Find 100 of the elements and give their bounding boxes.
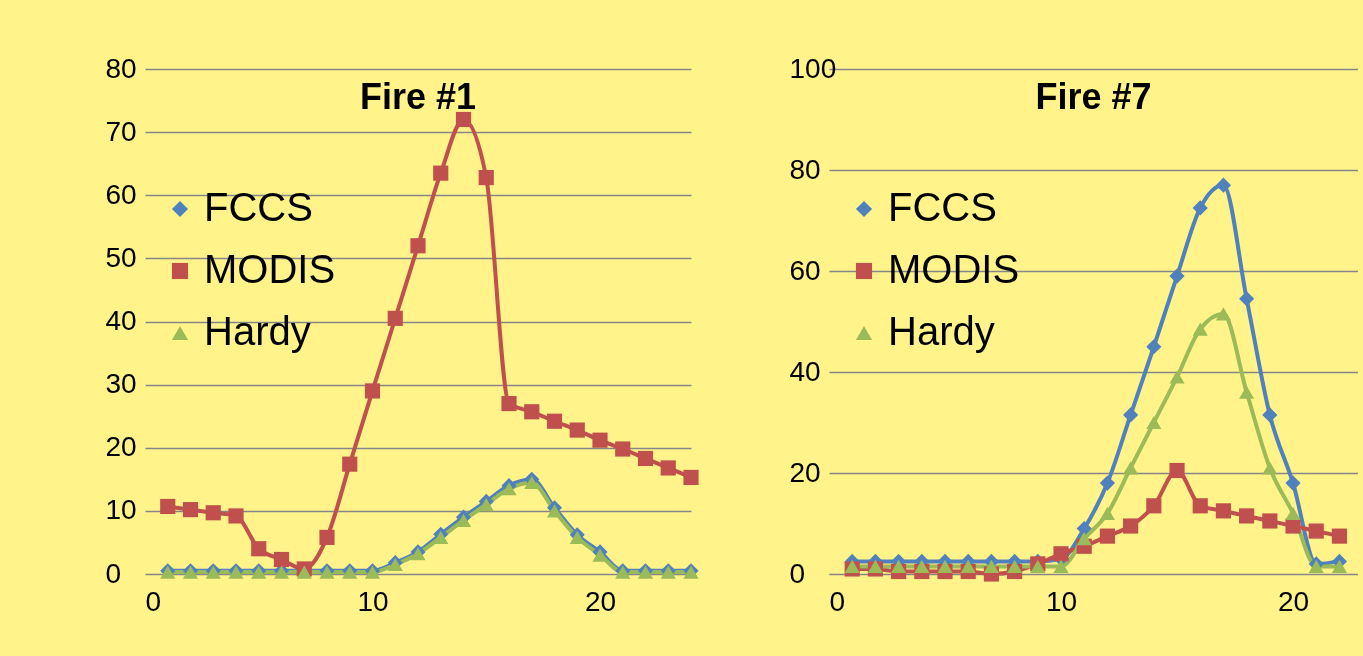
point [1285,506,1301,520]
point [1123,407,1139,423]
point [844,559,860,573]
y-tick-label: 40 [105,305,137,336]
point [524,404,540,420]
point [1331,528,1348,544]
point [319,529,335,545]
x-tick-label: 10 [1045,585,1078,617]
x-tick-label: 20 [1277,585,1310,617]
x-tick-label: 10 [357,585,389,617]
y-tick-label: 80 [789,153,821,185]
point [205,505,221,521]
legend-label: MODIS [204,247,336,291]
y-tick-label: 60 [105,178,137,210]
legend-label: Hardy [204,309,311,353]
point [478,498,494,512]
x-tick-label: 20 [584,585,617,617]
point [937,559,953,573]
point [1146,498,1162,514]
y-tick-label: 0 [105,557,122,589]
point [501,482,517,496]
point [867,559,883,573]
point [1285,518,1301,534]
x-tick-label: 0 [829,585,846,617]
point [433,530,449,544]
point [478,169,494,186]
point [1262,461,1278,475]
point [501,395,517,412]
point [1239,508,1255,524]
point [1215,307,1232,321]
point [1192,322,1208,336]
y-tick-label: 50 [105,241,137,273]
chart-title: Fire #7 [1035,76,1152,117]
point [1215,503,1232,519]
y-tick-label: 0 [789,557,806,589]
point [1192,498,1208,514]
point [387,310,403,326]
y-tick-label: 20 [789,456,821,488]
point [1076,520,1092,537]
point [433,165,449,181]
point [273,551,290,568]
point [1169,268,1185,284]
point [592,548,608,562]
y-tick-label: 40 [789,355,821,387]
point [1169,370,1185,384]
point [1146,339,1162,355]
point [1239,291,1255,307]
point [182,502,199,518]
point [1099,506,1115,520]
legend-label: FCCS [888,185,997,229]
point [1308,523,1324,539]
point [546,413,563,429]
point [1285,475,1301,491]
point [160,498,176,515]
point [342,456,358,472]
point [569,422,585,438]
point [983,559,999,573]
point [364,383,381,399]
point [1007,559,1023,573]
x-tick-label: 0 [145,585,162,617]
point [251,541,267,557]
y-tick-label: 60 [789,254,821,286]
point [1053,546,1069,562]
point [1192,200,1208,216]
point [1146,415,1162,430]
point [1262,513,1278,529]
y-tick-label: 80 [105,52,137,84]
legend-label: MODIS [888,247,1020,291]
point [592,432,608,448]
legend-label: FCCS [204,185,313,229]
point [683,469,699,485]
y-tick-label: 10 [105,494,137,526]
chart-title: Fire #1 [359,76,477,117]
y-tick-label: 30 [105,368,137,400]
point [637,450,654,467]
point [1123,518,1139,534]
point [1053,559,1069,573]
legend-label: Hardy [888,309,995,353]
point [1239,385,1255,399]
point [1169,462,1185,479]
y-tick-label: 20 [105,431,137,463]
point [914,559,930,573]
point [615,441,631,457]
point [1099,475,1115,491]
point [660,460,676,476]
point [960,559,976,573]
point [1099,528,1115,544]
y-tick-label: 100 [789,52,837,84]
point [546,504,563,518]
point [1076,532,1092,546]
point [1331,559,1348,573]
point [891,559,907,573]
point [228,508,244,524]
point [524,475,540,490]
y-tick-label: 70 [105,115,137,147]
point [455,111,472,128]
point [410,238,426,254]
point [1262,407,1278,423]
point [1215,177,1232,193]
point [1123,461,1139,475]
